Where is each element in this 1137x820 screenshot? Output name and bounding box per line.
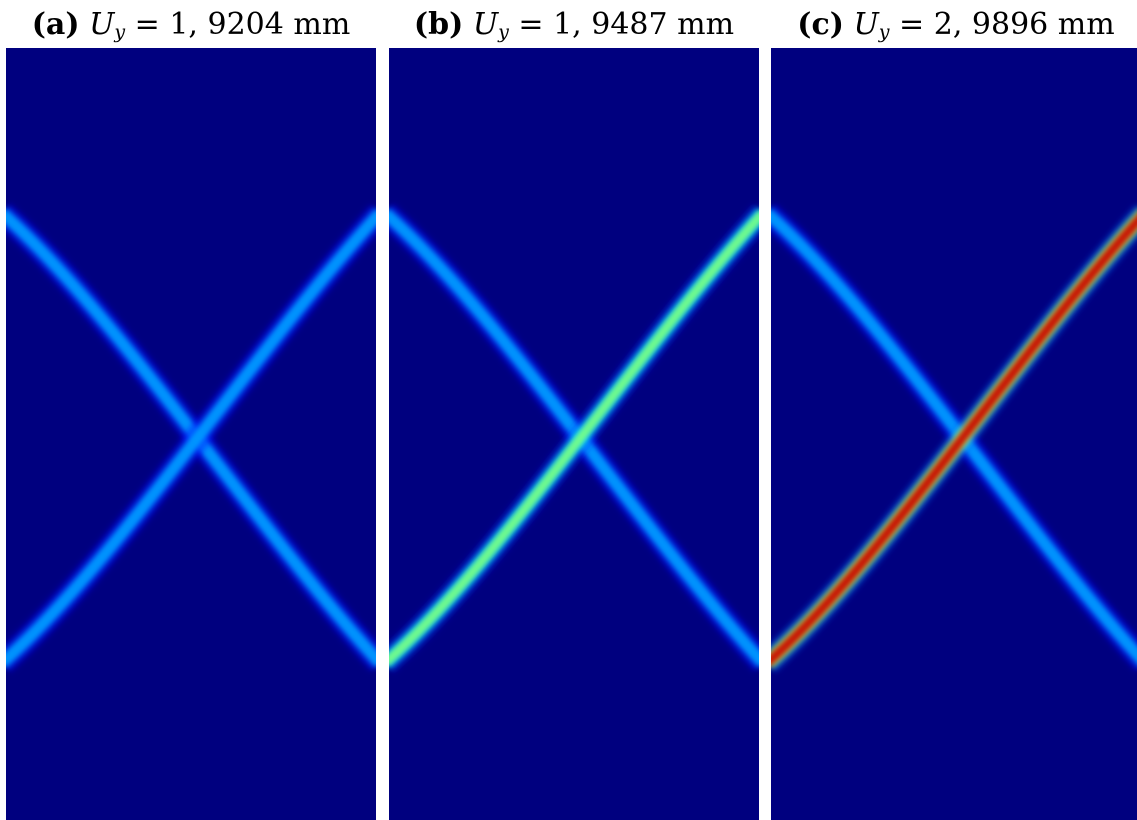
panel-a-sub: y bbox=[114, 21, 126, 43]
panel-c-var: U bbox=[853, 6, 879, 42]
panel-a-tag: (a) bbox=[31, 6, 80, 42]
panel-c-beam-ascending bbox=[771, 204, 1137, 673]
panel-b-eq: = bbox=[508, 6, 554, 42]
panel-a-beam-ascending bbox=[6, 204, 376, 673]
panel-b-tag: (b) bbox=[413, 6, 464, 42]
panel-c-tag: (c) bbox=[797, 6, 844, 42]
panel-a-value: 1, 9204 bbox=[169, 6, 284, 42]
panel-b-svg bbox=[389, 48, 759, 820]
panel-b-heatmap bbox=[389, 48, 759, 820]
panel-a-beam-descending bbox=[6, 203, 376, 672]
panel-c-svg bbox=[771, 48, 1137, 820]
panel-b-value: 1, 9487 bbox=[553, 6, 668, 42]
panel-c-sub: y bbox=[878, 21, 890, 43]
panel-a-svg bbox=[6, 48, 376, 820]
panel-b-beam-descending bbox=[389, 203, 759, 672]
panel-a-unit: mm bbox=[293, 6, 351, 42]
panel-c-heatmap bbox=[771, 48, 1137, 820]
panel-c-value: 2, 9896 bbox=[933, 6, 1049, 42]
panel-a-heatmap bbox=[6, 48, 376, 820]
panel-c-eq: = bbox=[889, 6, 934, 42]
panel-b-sub: y bbox=[498, 21, 509, 43]
panel-b-var: U bbox=[472, 6, 499, 42]
panel-a-eq: = bbox=[125, 6, 170, 42]
panel-b-beam-ascending bbox=[389, 204, 759, 673]
panel-b-unit: mm bbox=[677, 6, 735, 42]
panel-c-beam-descending bbox=[771, 203, 1137, 672]
panel-a-var: U bbox=[89, 6, 115, 42]
panel-c-unit: mm bbox=[1057, 6, 1115, 42]
